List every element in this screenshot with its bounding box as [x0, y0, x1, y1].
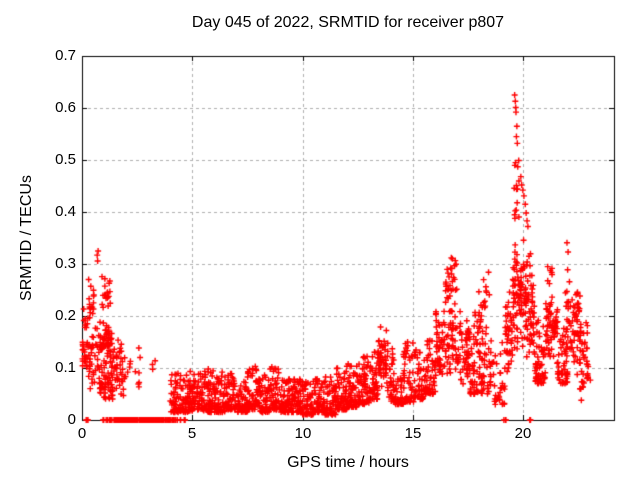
- x-tick-label: 15: [404, 425, 422, 442]
- y-tick-label: 0.2: [55, 307, 76, 324]
- x-tick-label: 5: [187, 425, 197, 442]
- chart-title: Day 045 of 2022, SRMTID for receiver p80…: [191, 14, 505, 31]
- x-tick-label: 10: [294, 425, 312, 442]
- x-tick-label: 0: [77, 425, 87, 442]
- y-tick-label: 0.7: [55, 47, 76, 64]
- y-tick-label: 0.6: [55, 99, 76, 116]
- x-tick-label: 20: [514, 425, 532, 442]
- y-tick-label: 0.3: [55, 255, 76, 272]
- y-tick-label: 0: [67, 411, 76, 428]
- y-tick-label: 0.1: [55, 359, 76, 376]
- x-axis-title: GPS time / hours: [287, 454, 409, 471]
- y-tick-label: 0.4: [55, 203, 76, 220]
- y-axis-title: SRMTID / TECUs: [18, 175, 35, 301]
- y-tick-label: 0.5: [55, 151, 76, 168]
